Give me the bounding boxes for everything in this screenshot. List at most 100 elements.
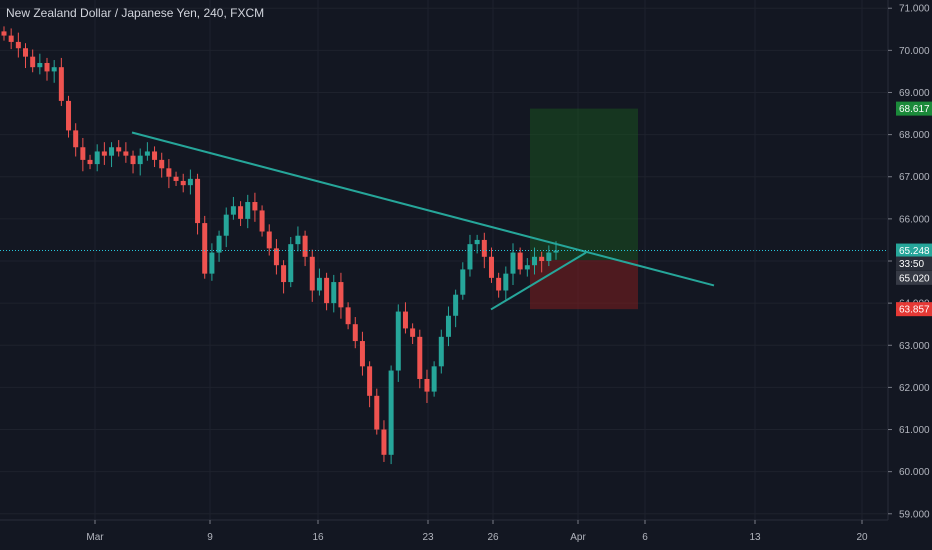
candle-series bbox=[1, 26, 559, 465]
candle-body bbox=[116, 147, 122, 152]
y-tick-label: 70.000 bbox=[899, 46, 930, 57]
candle-body bbox=[388, 370, 394, 455]
candle-body bbox=[123, 151, 129, 156]
candle-body bbox=[58, 67, 64, 101]
candle-body bbox=[309, 256, 315, 291]
candle-body bbox=[73, 130, 79, 148]
candle-body bbox=[424, 378, 430, 392]
candle-body bbox=[531, 256, 537, 266]
candle-body bbox=[252, 202, 258, 211]
price-tag-label: 65.248 bbox=[899, 246, 930, 257]
candle-body bbox=[173, 176, 179, 181]
y-tick-label: 71.000 bbox=[899, 4, 930, 15]
candle-body bbox=[474, 239, 480, 245]
candle-body bbox=[94, 151, 100, 165]
candle-body bbox=[302, 235, 308, 257]
candle-body bbox=[187, 178, 193, 186]
ascending-trendline bbox=[490, 251, 587, 311]
candle-body bbox=[539, 256, 545, 261]
y-tick-label: 68.000 bbox=[899, 130, 930, 141]
candle-body bbox=[259, 210, 265, 232]
candle-body bbox=[245, 202, 251, 219]
candle-body bbox=[37, 62, 43, 68]
candle-body bbox=[109, 147, 115, 156]
candle-body bbox=[359, 341, 365, 367]
candle-body bbox=[152, 151, 158, 160]
candle-body bbox=[1, 31, 7, 36]
time-axis[interactable]: Mar 9 16 23 26 Apr 6 13 20 bbox=[0, 519, 888, 543]
candle-body bbox=[195, 178, 201, 224]
candle-body bbox=[15, 41, 21, 49]
loss-zone bbox=[530, 260, 638, 310]
chart-title: New Zealand Dollar / Japanese Yen, 240, … bbox=[6, 6, 265, 20]
candle-body bbox=[331, 282, 337, 304]
candle-body bbox=[546, 252, 552, 261]
candle-body bbox=[144, 151, 150, 156]
candle-body bbox=[30, 56, 36, 68]
candle-body bbox=[230, 206, 236, 215]
candle-body bbox=[137, 155, 143, 165]
candle-body bbox=[23, 48, 29, 57]
candle-body bbox=[445, 315, 451, 337]
candle-body bbox=[438, 336, 444, 367]
candle-body bbox=[524, 265, 530, 270]
candle-body bbox=[130, 155, 136, 165]
candle-body bbox=[367, 366, 373, 396]
candle-body bbox=[467, 244, 473, 270]
x-tick-label: 9 bbox=[207, 532, 213, 543]
price-tag-label: 65.020 bbox=[899, 273, 930, 284]
price-tag-bg bbox=[896, 270, 932, 285]
candle-body bbox=[381, 429, 387, 455]
y-tick-label: 63.000 bbox=[899, 341, 930, 352]
candle-body bbox=[316, 277, 322, 291]
y-tick-label: 66.000 bbox=[899, 214, 930, 225]
candle-body bbox=[324, 277, 330, 304]
candle-body bbox=[517, 252, 523, 270]
candle-body bbox=[281, 265, 287, 283]
candle-body bbox=[216, 235, 222, 253]
candle-body bbox=[503, 273, 509, 291]
price-tag-bg bbox=[896, 302, 932, 317]
candle-body bbox=[223, 214, 229, 236]
candle-body bbox=[295, 235, 301, 245]
x-tick-label: 23 bbox=[422, 532, 434, 543]
candle-body bbox=[180, 180, 186, 186]
candle-body bbox=[417, 336, 423, 379]
price-tag-label: 33:50 bbox=[899, 259, 924, 270]
candle-body bbox=[202, 223, 208, 274]
candle-body bbox=[352, 324, 358, 342]
candle-body bbox=[51, 67, 57, 72]
candle-body bbox=[44, 62, 50, 72]
candle-body bbox=[510, 252, 516, 274]
candle-body bbox=[166, 168, 172, 177]
candle-body bbox=[345, 307, 351, 325]
y-tick-label: 67.000 bbox=[899, 172, 930, 183]
candle-body bbox=[209, 252, 215, 274]
candle-body bbox=[453, 294, 459, 316]
x-tick-label: Mar bbox=[86, 532, 104, 543]
candle-body bbox=[288, 244, 294, 283]
x-tick-label: 26 bbox=[487, 532, 499, 543]
candle-body bbox=[101, 151, 107, 156]
y-tick-label: 61.000 bbox=[899, 425, 930, 436]
price-tag-label: 68.617 bbox=[899, 104, 930, 115]
candle-body bbox=[273, 248, 279, 266]
candle-body bbox=[496, 277, 502, 291]
y-tick-label: 62.000 bbox=[899, 383, 930, 394]
candle-body bbox=[481, 239, 487, 257]
x-tick-label: 20 bbox=[856, 532, 868, 543]
price-tag-bg bbox=[896, 243, 932, 258]
candle-body bbox=[410, 328, 416, 337]
x-tick-label: 16 bbox=[312, 532, 324, 543]
candle-body bbox=[238, 206, 244, 219]
candle-body bbox=[266, 231, 272, 249]
price-tag-bg bbox=[896, 256, 932, 271]
profit-zone bbox=[530, 108, 638, 261]
candle-body bbox=[338, 282, 344, 308]
candle-body bbox=[87, 159, 93, 165]
candle-body bbox=[431, 366, 437, 392]
candle-body bbox=[159, 159, 165, 169]
